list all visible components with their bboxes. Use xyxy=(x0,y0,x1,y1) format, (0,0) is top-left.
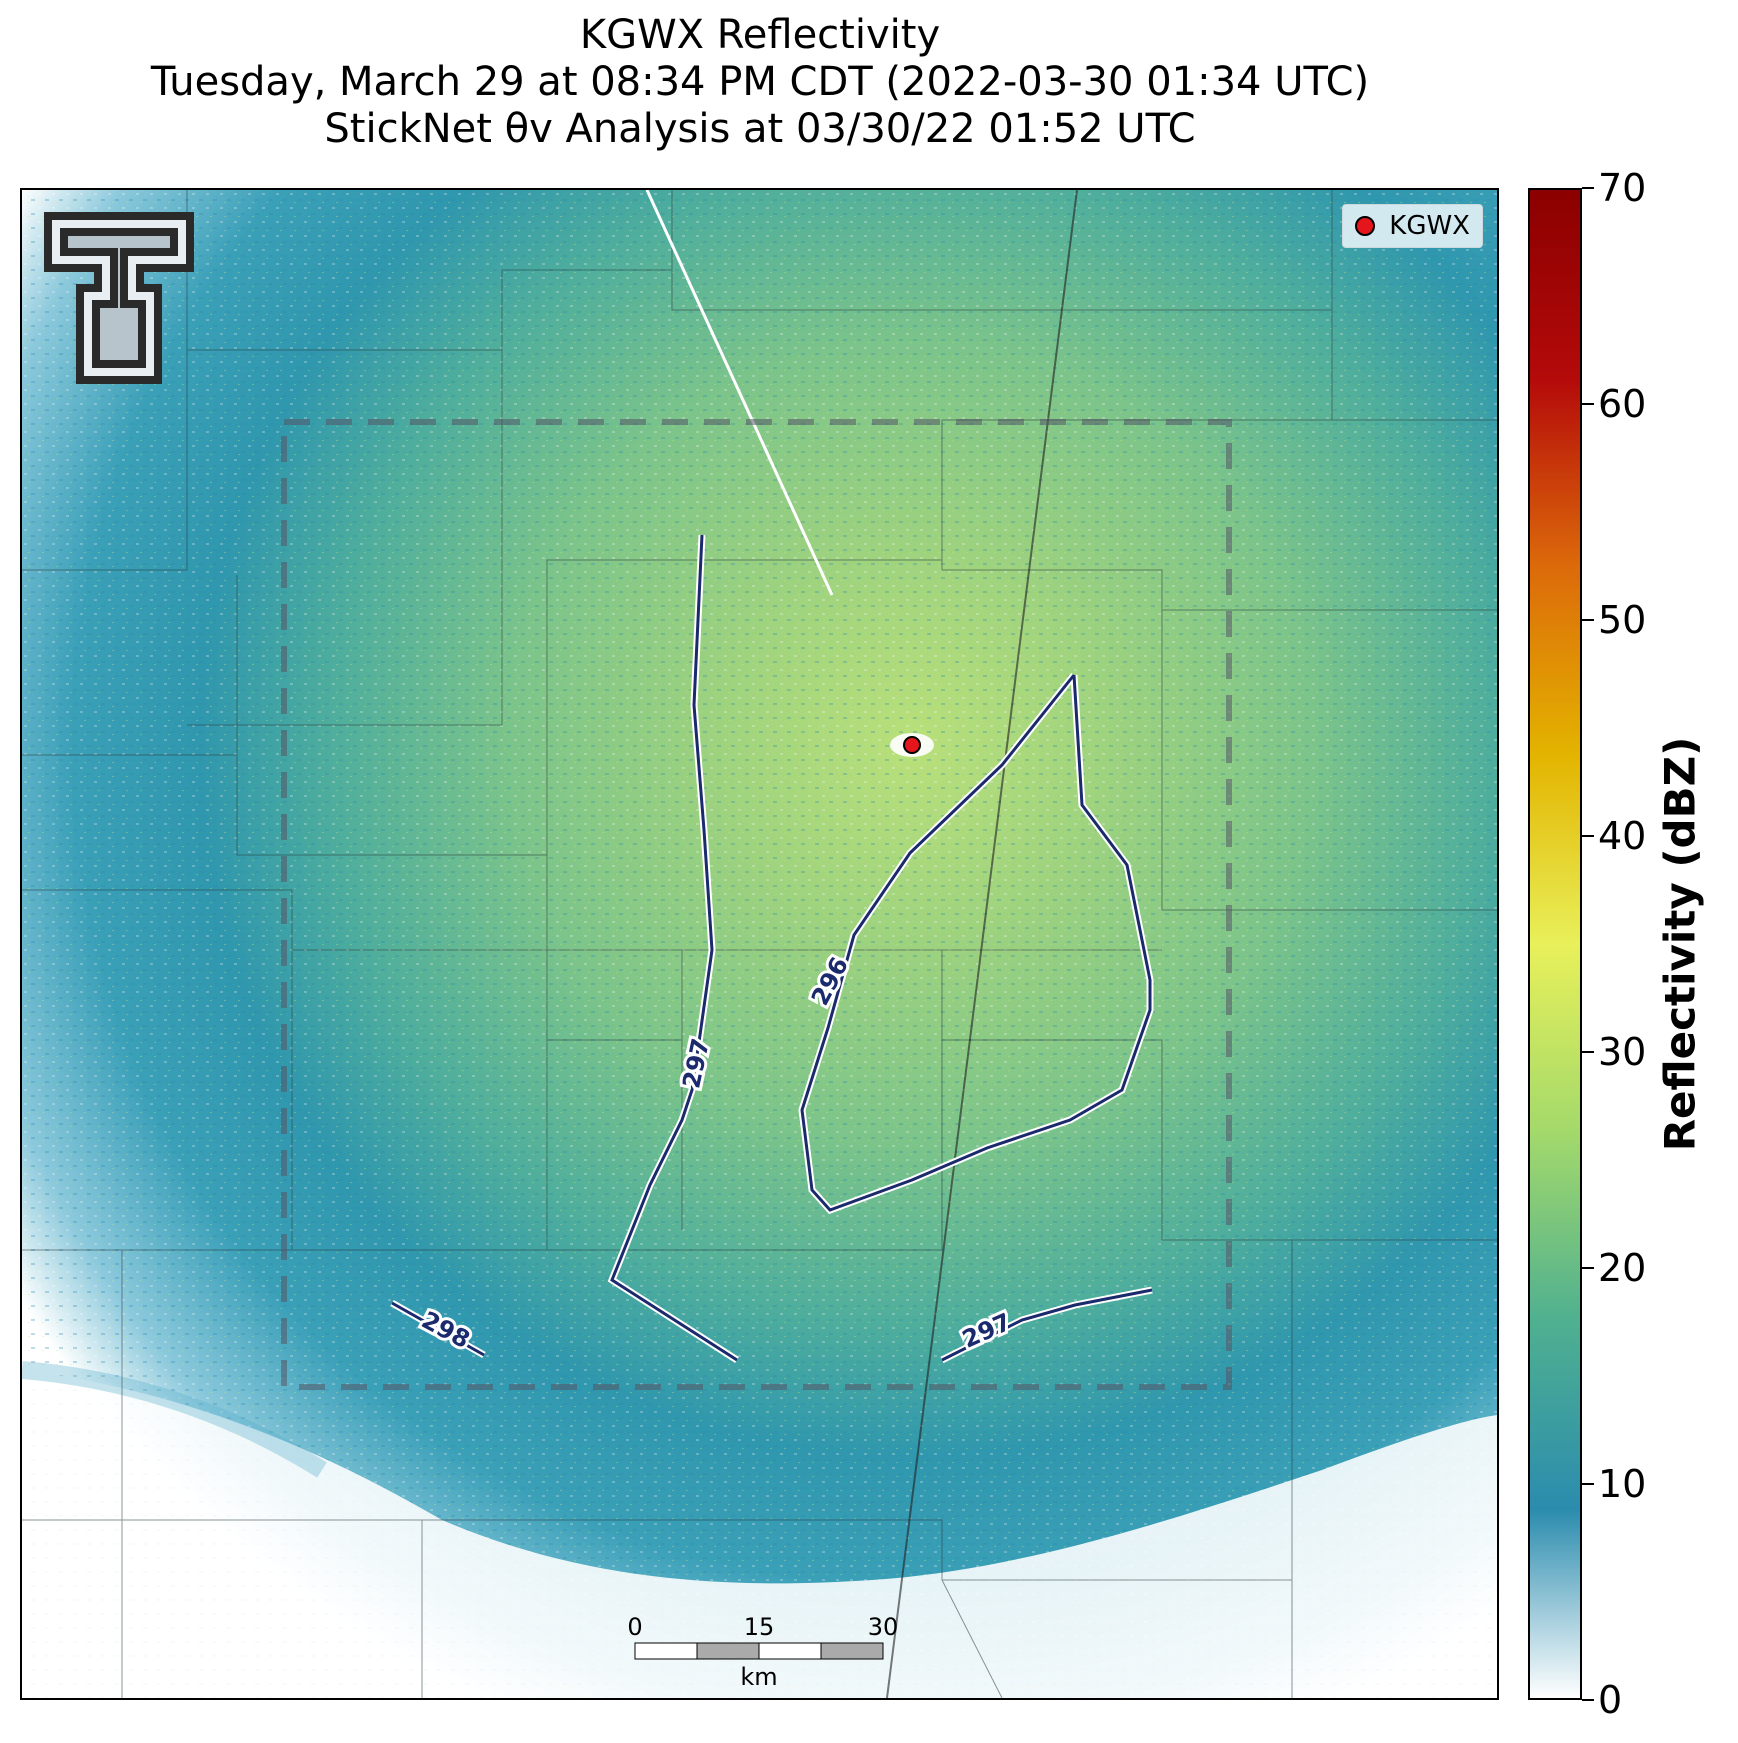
colorbar-tick-mark xyxy=(1582,1483,1594,1485)
colorbar-tick-label: 40 xyxy=(1598,814,1647,858)
colorbar-tick-label: 50 xyxy=(1598,598,1647,642)
contour-296-loop xyxy=(800,674,1152,1212)
scale-tick-15: 15 xyxy=(744,1613,775,1641)
scale-bar: 0 15 30 km xyxy=(627,1613,898,1691)
radar-site-marker[interactable] xyxy=(903,736,921,754)
beam-blockage-radial xyxy=(645,190,834,596)
colorbar-tick-label: 0 xyxy=(1598,1678,1623,1722)
contour-297-southeast xyxy=(941,1288,1153,1362)
colorbar-tick-mark xyxy=(1582,835,1594,837)
radar-map-svg: 296 297 297 298 0 15 30 km xyxy=(22,190,1497,1698)
colorbar-tick-mark xyxy=(1582,619,1594,621)
colorbar-tick-mark xyxy=(1582,1051,1594,1053)
colorbar-tick-mark xyxy=(1582,187,1594,189)
radar-map[interactable]: 296 297 297 298 0 15 30 km KGWX xyxy=(20,188,1499,1700)
map-legend: KGWX xyxy=(1342,204,1483,248)
colorbar-tick-label: 60 xyxy=(1598,382,1647,426)
colorbar-tick-mark xyxy=(1582,403,1594,405)
analysis-domain-box xyxy=(281,419,1232,1390)
double-t-logo-icon xyxy=(44,212,194,384)
colorbar-tick-mark xyxy=(1582,1267,1594,1269)
scale-unit: km xyxy=(740,1663,777,1691)
radar-legend-marker xyxy=(1355,216,1376,236)
county-boundaries xyxy=(22,190,1497,1698)
colorbar-tick-label: 70 xyxy=(1598,166,1647,210)
colorbar-tick-label: 30 xyxy=(1598,1030,1647,1074)
colorbar-tick-mark xyxy=(1582,1699,1594,1701)
highway-line xyxy=(886,190,1078,1698)
colorbar-tick-label: 10 xyxy=(1598,1462,1647,1506)
scale-tick-30: 30 xyxy=(868,1613,899,1641)
colorbar-title: Reflectivity (dBZ) xyxy=(1655,736,1705,1152)
radar-legend-label: KGWX xyxy=(1389,211,1470,241)
theta-v-contours xyxy=(391,534,1153,1362)
colorbar-tick-label: 20 xyxy=(1598,1246,1647,1290)
scale-tick-0: 0 xyxy=(627,1613,642,1641)
reflectivity-colorbar xyxy=(1528,188,1582,1700)
title-line-2: Tuesday, March 29 at 08:34 PM CDT (2022-… xyxy=(150,59,1370,105)
contour-298-southwest xyxy=(391,1301,485,1357)
clear-air-south xyxy=(22,1370,1497,1698)
contour-297-west xyxy=(610,534,738,1362)
title-line-1: KGWX Reflectivity xyxy=(579,12,941,58)
title-line-3: StickNet θv Analysis at 03/30/22 01:52 U… xyxy=(324,106,1196,152)
title-block: KGWX Reflectivity Tuesday, March 29 at 0… xyxy=(20,12,1500,153)
